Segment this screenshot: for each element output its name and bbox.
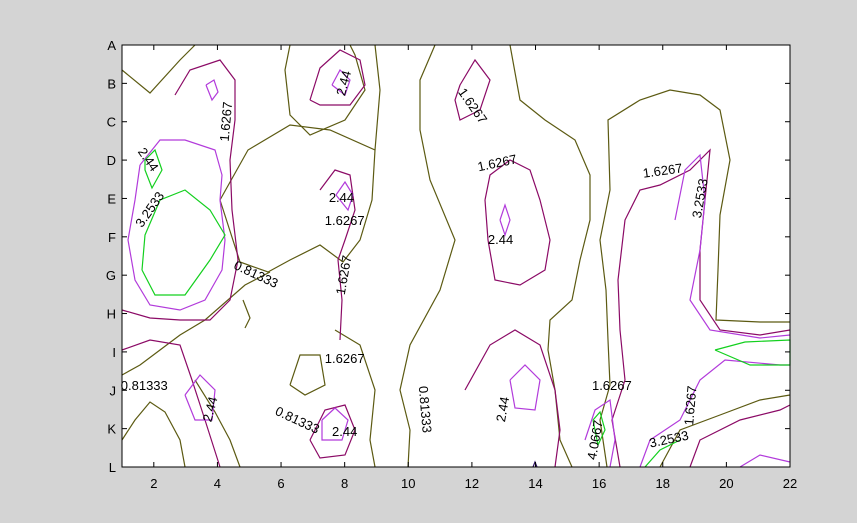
contour-line	[121, 44, 196, 94]
contour-level-0.81333	[121, 44, 791, 468]
x-tick-label: 20	[719, 476, 733, 491]
y-tick-label: J	[110, 383, 117, 398]
contour-line	[484, 159, 551, 286]
contour-label: 2.44	[329, 190, 354, 205]
x-tick-label: 4	[214, 476, 221, 491]
contour-line	[331, 69, 351, 96]
y-tick-label: B	[107, 76, 116, 91]
contour-label: 2.44	[200, 395, 221, 423]
y-axis: A B C D E F G H I J K L	[106, 38, 790, 475]
contour-line	[499, 203, 511, 237]
contour-line	[121, 59, 239, 321]
contour-label: 1.6267	[333, 254, 355, 296]
x-tick-label: 14	[528, 476, 542, 491]
contour-line	[121, 271, 271, 376]
contour-label: 0.81333	[121, 378, 168, 393]
contour-line	[205, 79, 219, 102]
contour-label: 2.44	[333, 69, 354, 97]
contour-label: 1.6267	[325, 213, 365, 228]
y-tick-label: L	[109, 460, 116, 475]
x-tick-label: 22	[783, 476, 797, 491]
contour-line	[141, 189, 226, 296]
contour-line	[321, 407, 349, 441]
y-tick-label: D	[107, 153, 116, 168]
contour-line	[611, 148, 791, 468]
contour-line	[219, 124, 376, 273]
y-tick-label: E	[107, 191, 116, 206]
contour-line	[599, 89, 790, 468]
contour-line	[464, 329, 561, 468]
x-tick-label: 6	[277, 476, 284, 491]
contour-line	[644, 439, 681, 468]
contour-line	[659, 394, 791, 468]
contour-line	[121, 339, 221, 468]
contour-line	[532, 460, 538, 468]
contour-line	[334, 329, 376, 468]
contour-line	[194, 379, 241, 468]
x-tick-label: 2	[150, 476, 157, 491]
x-tick-label: 10	[401, 476, 415, 491]
contour-label: 2.44	[332, 424, 357, 439]
contour-line	[592, 410, 606, 447]
contour-line	[144, 148, 163, 190]
y-tick-label: C	[107, 115, 116, 130]
contour-line	[509, 364, 541, 411]
x-tick-label: 16	[592, 476, 606, 491]
contour-line	[454, 58, 491, 121]
contour-line	[184, 374, 216, 421]
contour-line	[399, 44, 456, 468]
contour-label: 1.6267	[592, 378, 632, 393]
x-tick-label: 18	[656, 476, 670, 491]
contour-line	[335, 180, 354, 212]
x-tick-label: 8	[341, 476, 348, 491]
contour-level-4.0667	[532, 460, 538, 468]
contour-label: 2.44	[493, 396, 512, 424]
contour-label: 1.6267	[217, 101, 235, 142]
contour-label: 1.6267	[642, 160, 683, 180]
contour-line	[674, 153, 791, 339]
contour-line	[127, 139, 226, 311]
y-tick-label: F	[108, 230, 116, 245]
y-tick-label: G	[106, 268, 116, 283]
contour-label: 2.44	[488, 232, 513, 247]
contour-label: 1.6267	[681, 385, 699, 426]
contour-lines	[121, 44, 791, 468]
contour-line	[242, 299, 251, 329]
contour-line	[739, 454, 791, 468]
contour-line	[121, 401, 186, 468]
y-tick-label: K	[107, 422, 116, 437]
contour-line	[584, 398, 616, 468]
contour-line	[374, 44, 381, 151]
y-tick-label: H	[107, 307, 116, 322]
contour-label: 3.2533	[689, 177, 711, 219]
contour-label: 1.6267	[325, 351, 365, 366]
contour-line	[309, 404, 356, 459]
y-tick-label: I	[112, 345, 116, 360]
contour-line	[309, 49, 366, 106]
x-tick-label: 12	[465, 476, 479, 491]
axes-background	[122, 45, 790, 467]
contour-label: 4.0667	[584, 419, 606, 461]
axes-frame	[121, 44, 791, 468]
contour-level-1.6267	[121, 49, 791, 468]
contour-line	[289, 354, 326, 396]
y-tick-label: A	[107, 38, 116, 53]
contour-label: 0.81333	[416, 385, 435, 433]
x-axis: 2 4 6 8 10 12 14 16 18 20 22	[150, 45, 797, 491]
contour-line	[319, 169, 356, 341]
contour-line	[284, 44, 366, 136]
contour-line	[689, 404, 791, 468]
